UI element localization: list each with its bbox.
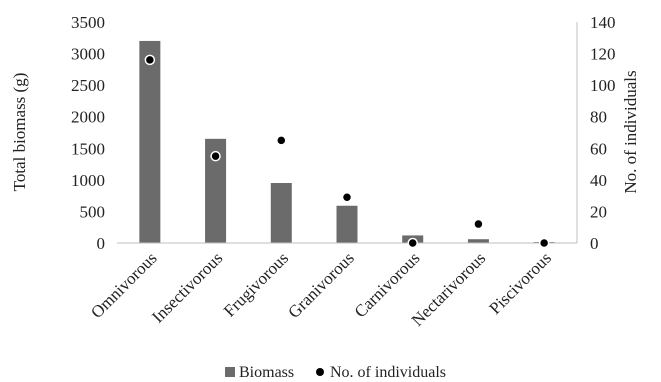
- right-tick-label: 60: [590, 139, 607, 158]
- point-granivorous: [341, 191, 353, 203]
- category-label: Frugivorous: [220, 248, 292, 320]
- left-tick-label: 1500: [71, 139, 105, 158]
- bar-insectivorous: [205, 138, 227, 243]
- bar-omnivorous: [139, 40, 161, 243]
- right-tick-label: 80: [590, 108, 607, 127]
- left-axis-ticks: 0 500 1000 1500 2000 2500 3000 3500: [71, 13, 105, 253]
- category-labels: OmnivorousInsectivorousFrugivorousGraniv…: [87, 248, 555, 330]
- left-tick-label: 3000: [71, 45, 105, 64]
- left-tick-label: 2500: [71, 76, 105, 95]
- point-carnivorous: [407, 237, 418, 249]
- left-tick-label: 0: [97, 234, 106, 253]
- left-tick-label: 3500: [71, 13, 105, 32]
- right-tick-label: 40: [590, 171, 607, 190]
- category-label: Piscivorous: [485, 248, 555, 318]
- points: [144, 54, 550, 249]
- point-insectivorous: [210, 150, 221, 162]
- left-tick-label: 2000: [71, 108, 105, 127]
- bar-granivorous: [336, 205, 358, 243]
- point-frugivorous: [276, 135, 287, 146]
- right-tick-label: 0: [590, 234, 599, 253]
- legend: Biomass No. of individuals: [225, 364, 446, 381]
- right-tick-label: 100: [590, 76, 616, 95]
- right-tick-label: 120: [590, 45, 616, 64]
- bars: [139, 40, 555, 243]
- bar-frugivorous: [270, 183, 292, 243]
- left-tick-label: 500: [80, 202, 106, 221]
- point-nectarivorous: [473, 218, 484, 230]
- legend-dot-swatch: [316, 368, 324, 376]
- right-tick-label: 140: [590, 13, 616, 32]
- legend-bar-swatch: [225, 367, 235, 377]
- category-label: Insectivorous: [148, 248, 226, 326]
- left-axis-title: Total biomass (g): [10, 73, 29, 192]
- point-omnivorous: [144, 54, 156, 66]
- legend-label-individuals: No. of individuals: [330, 364, 446, 381]
- category-label: Granivorous: [284, 248, 358, 322]
- right-axis-title: No. of individuals: [621, 70, 640, 193]
- point-piscivorous: [538, 237, 550, 249]
- right-axis-ticks: 0 20 40 60 80 100 120 140: [590, 13, 616, 253]
- right-tick-label: 20: [590, 202, 607, 221]
- bar-nectarivorous: [467, 239, 489, 243]
- left-tick-label: 1000: [71, 171, 105, 190]
- legend-label-biomass: Biomass: [239, 364, 294, 381]
